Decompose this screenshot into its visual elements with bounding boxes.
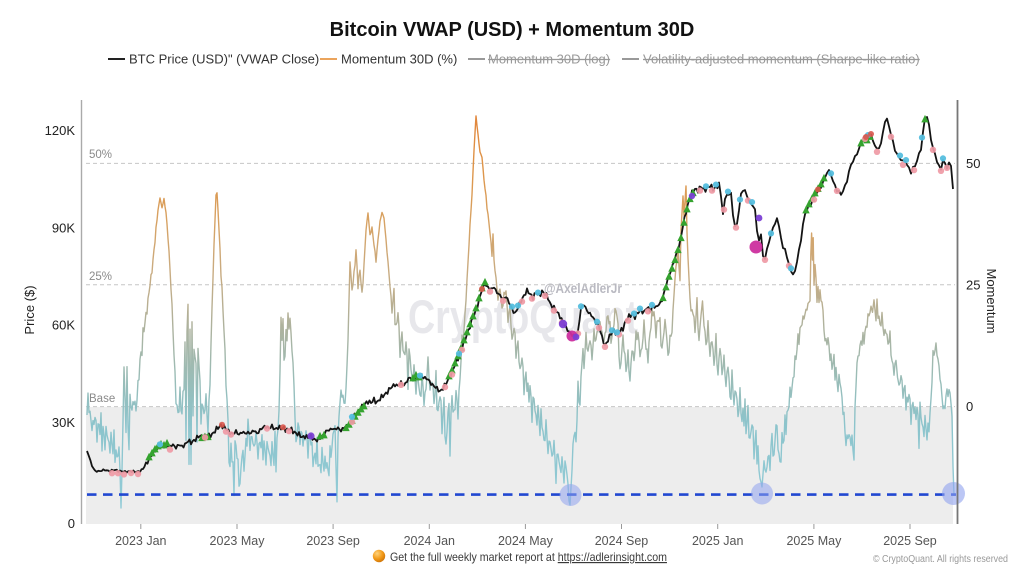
svg-text:@AxelAdlerJr: @AxelAdlerJr: [544, 281, 623, 296]
svg-text:60K: 60K: [52, 318, 75, 333]
svg-text:© CryptoQuant. All rights rese: © CryptoQuant. All rights reserved: [873, 554, 1008, 565]
svg-text:2024 May: 2024 May: [498, 534, 554, 548]
svg-text:2024 Sep: 2024 Sep: [595, 534, 649, 548]
svg-text:25: 25: [966, 278, 980, 293]
svg-text:30K: 30K: [52, 415, 75, 430]
svg-text:0: 0: [68, 516, 75, 531]
svg-text:50%: 50%: [89, 149, 112, 161]
svg-text:2025 Sep: 2025 Sep: [883, 534, 937, 548]
svg-text:2023 May: 2023 May: [210, 534, 266, 548]
svg-text:Price ($): Price ($): [22, 285, 37, 334]
svg-text:Get the full weekly market rep: Get the full weekly market report at htt…: [390, 550, 667, 564]
svg-text:120K: 120K: [45, 123, 76, 138]
svg-text:25%: 25%: [89, 271, 112, 283]
svg-text:0: 0: [966, 399, 973, 414]
svg-text:2023 Sep: 2023 Sep: [306, 534, 360, 548]
svg-text:2024 Jan: 2024 Jan: [404, 534, 455, 548]
svg-text:BTC Price (USD)" (VWAP Close): BTC Price (USD)" (VWAP Close): [129, 52, 319, 67]
svg-text:90K: 90K: [52, 221, 75, 236]
svg-text:2025 May: 2025 May: [786, 534, 842, 548]
svg-text:Bitcoin VWAP (USD) + Momentum: Bitcoin VWAP (USD) + Momentum 30D: [330, 19, 695, 41]
svg-text:50: 50: [966, 156, 980, 171]
svg-text:Volatility-adjusted momentum (: Volatility-adjusted momentum (Sharpe-lik…: [643, 52, 920, 67]
svg-text:Base: Base: [89, 393, 115, 405]
svg-text:Momentum 30D (%): Momentum 30D (%): [341, 52, 457, 67]
svg-text:2025 Jan: 2025 Jan: [692, 534, 743, 548]
svg-text:2023 Jan: 2023 Jan: [115, 534, 166, 548]
svg-text:Momentum 30D (log): Momentum 30D (log): [488, 52, 610, 67]
svg-text:Momentum: Momentum: [984, 268, 999, 333]
